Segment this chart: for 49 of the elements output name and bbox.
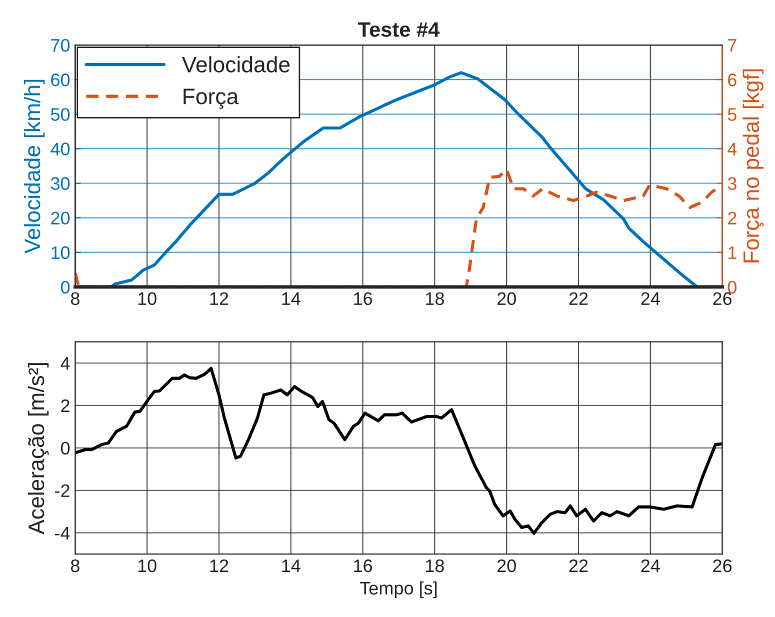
x-tick-label: 12: [210, 292, 228, 305]
y-tick-label: 20: [51, 212, 70, 225]
y-tick-label: 30: [50, 177, 70, 190]
x-tick-label: 16: [354, 559, 372, 572]
y-tick-label: 4: [60, 357, 70, 370]
y2-tick-label: 1: [728, 246, 736, 259]
x-tick-label: 26: [713, 292, 732, 306]
y2-axis-title: Força no pedal [kgf]: [742, 69, 764, 262]
y2-tick-label: 6: [728, 74, 736, 86]
x-tick-label: 8: [70, 292, 80, 306]
x-tick-label: 18: [426, 292, 444, 306]
y-tick-label: 2: [61, 399, 70, 412]
y-tick-label: 60: [51, 74, 70, 86]
x-tick-label: 14: [282, 292, 300, 305]
legend-label: Força: [184, 88, 239, 109]
x-tick-label: 24: [641, 559, 660, 572]
x-tick-label: 22: [569, 559, 588, 572]
x-tick-label: 22: [569, 292, 588, 305]
y-axis-title: Velocidade [km/h]: [24, 80, 45, 254]
x-tick-label: 20: [497, 292, 516, 306]
x-tick-label: 24: [641, 292, 660, 305]
x-tick-label: 10: [138, 292, 156, 306]
x-tick-label: 8: [70, 559, 80, 572]
y-tick-label: -4: [55, 526, 70, 540]
x-tick-label: 16: [354, 292, 372, 306]
y-tick-label: 70: [51, 38, 70, 52]
y-tick-label: 10: [52, 246, 70, 260]
y-tick-label: 50: [50, 108, 70, 121]
y-tick-label: 0: [60, 442, 70, 455]
y-tick-label: -2: [55, 484, 70, 497]
y-axis-title: Aceleração [m/s²]: [28, 363, 49, 534]
x-tick-label: 18: [426, 559, 444, 572]
x-tick-label: 12: [210, 559, 228, 572]
y2-tick-label: 2: [728, 212, 736, 224]
y2-tick-label: 4: [728, 142, 737, 156]
y2-tick-label: 3: [728, 177, 736, 190]
y2-tick-label: 0: [728, 280, 736, 294]
y-tick-label: 40: [50, 142, 70, 156]
chart-title: Teste #4: [358, 22, 440, 37]
x-tick-label: 10: [138, 559, 156, 572]
x-tick-label: 20: [497, 559, 516, 572]
x-tick-label: 14: [282, 560, 300, 572]
y-tick-label: 0: [60, 280, 70, 294]
line-series: [75, 366, 722, 535]
y2-tick-label: 5: [728, 108, 736, 121]
x-tick-label: 26: [713, 559, 732, 572]
y2-tick-label: 7: [728, 39, 736, 52]
legend-label: Velocidade: [182, 56, 290, 72]
x-axis-title: Tempo [s]: [360, 581, 437, 598]
